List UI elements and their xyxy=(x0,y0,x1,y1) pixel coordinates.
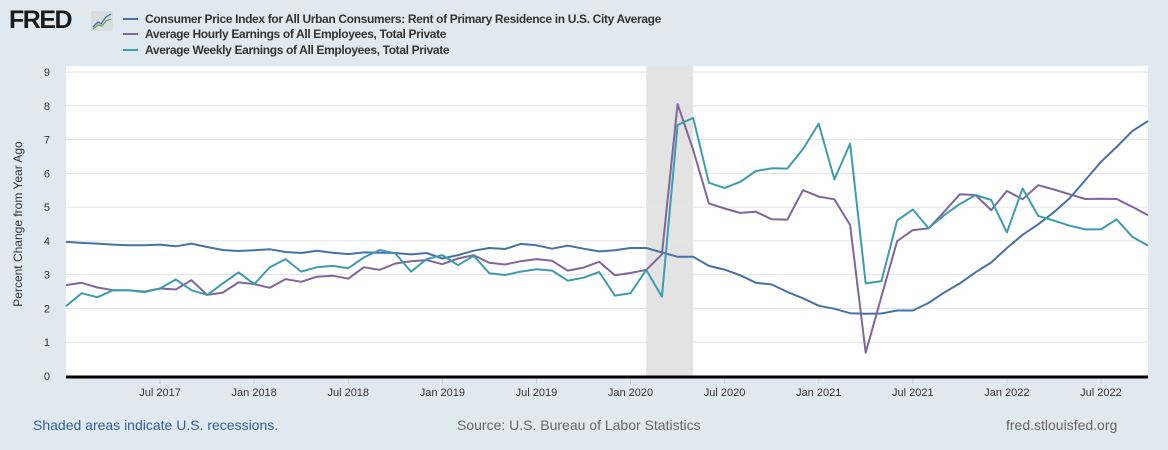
x-tick-label: Jan 2018 xyxy=(232,387,277,399)
legend-item-weekly-earnings[interactable]: Average Weekly Earnings of All Employees… xyxy=(123,42,661,58)
fred-logo[interactable]: FRED xyxy=(9,6,73,35)
recession-note-link[interactable]: Shaded areas indicate U.S. recessions. xyxy=(33,417,279,433)
series-line-hourly-earnings xyxy=(65,103,1149,354)
y-tick-label: 2 xyxy=(44,303,50,315)
y-tick-label: 7 xyxy=(44,135,50,147)
legend-item-hourly-earnings[interactable]: Average Hourly Earnings of All Employees… xyxy=(123,27,661,43)
legend-swatch xyxy=(123,17,138,20)
plot-area xyxy=(66,66,1148,376)
source-text: Source: U.S. Bureau of Labor Statistics xyxy=(457,417,701,433)
x-tick-label: Jan 2020 xyxy=(608,387,653,399)
x-tick-label: Jul 2019 xyxy=(516,387,558,399)
x-tick-label: Jul 2017 xyxy=(139,387,181,399)
x-tick-label: Jan 2019 xyxy=(420,387,465,399)
y-axis-title: Percent Change from Year Ago xyxy=(11,141,25,307)
legend-swatch xyxy=(123,48,138,51)
fred-chart-icon xyxy=(91,11,113,31)
x-tick-label: Jan 2022 xyxy=(984,387,1029,399)
y-tick-label: 8 xyxy=(44,101,50,113)
legend-label: Average Weekly Earnings of All Employees… xyxy=(145,42,450,57)
series-rent-cpi xyxy=(65,120,1149,315)
y-tick-label: 4 xyxy=(44,236,50,248)
y-tick-label: 1 xyxy=(44,337,50,349)
x-tick-label: Jul 2018 xyxy=(327,387,369,399)
legend-label: Average Hourly Earnings of All Employees… xyxy=(145,27,447,42)
x-tick-label: Jul 2022 xyxy=(1080,387,1122,399)
legend-item-rent-cpi[interactable]: Consumer Price Index for All Urban Consu… xyxy=(123,11,661,27)
y-tick-label: 0 xyxy=(44,371,50,383)
y-tick-label: 5 xyxy=(44,202,50,214)
chart-legend: Consumer Price Index for All Urban Consu… xyxy=(123,11,661,58)
series-line-weekly-earnings xyxy=(65,116,1149,307)
y-tick-label: 3 xyxy=(44,270,50,282)
x-tick-label: Jan 2021 xyxy=(796,387,841,399)
y-tick-label: 9 xyxy=(44,67,50,79)
y-tick-label: 6 xyxy=(44,168,50,180)
fred-logo-text: FRED xyxy=(9,6,73,34)
series-hourly-earnings xyxy=(65,103,1149,354)
series-line-rent-cpi xyxy=(65,120,1149,315)
x-tick-label: Jul 2021 xyxy=(892,387,934,399)
legend-swatch xyxy=(123,33,138,36)
legend-label: Consumer Price Index for All Urban Consu… xyxy=(145,11,661,26)
x-tick-label: Jul 2020 xyxy=(704,387,746,399)
fred-site-link[interactable]: fred.stlouisfed.org xyxy=(1006,417,1118,433)
series-weekly-earnings xyxy=(65,116,1149,307)
